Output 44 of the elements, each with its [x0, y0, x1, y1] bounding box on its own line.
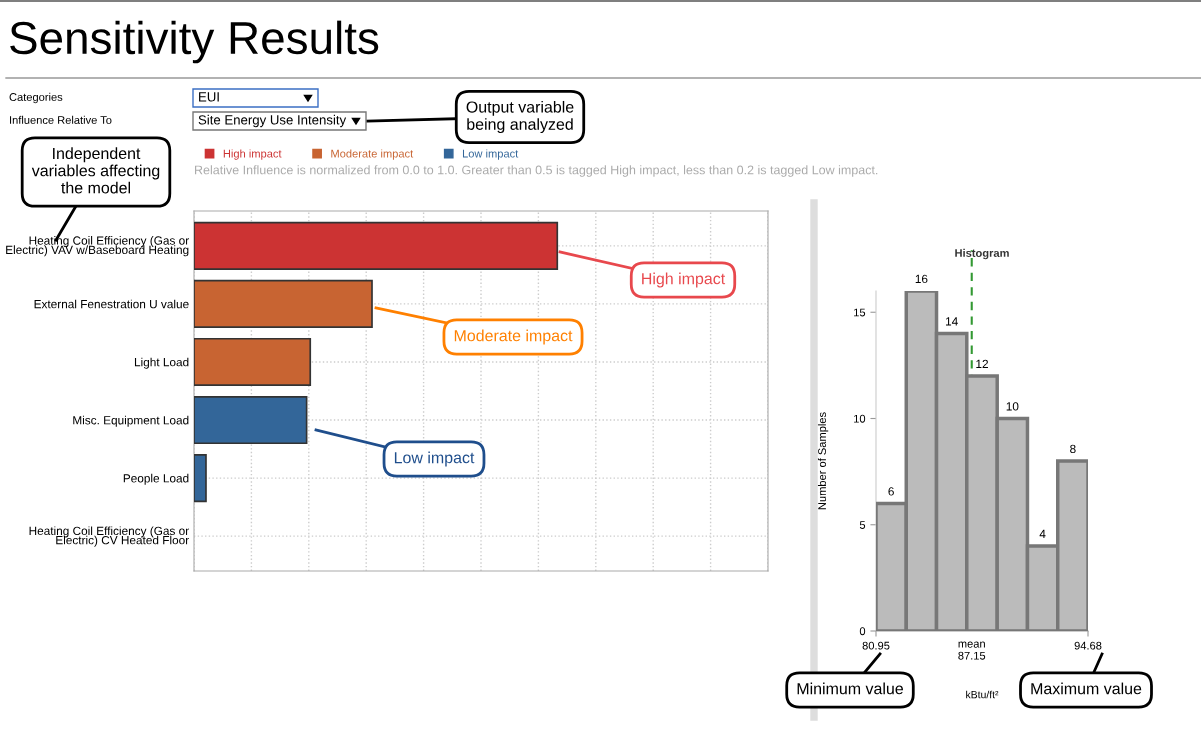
bar	[194, 395, 308, 445]
data-label: 12	[976, 359, 988, 368]
chart-subtitle: Relative Influence is normalized from 0.0 to 1.0. Greater than 0.5 is tagged High impact, less than 0.2 is tagged Low impact.	[195, 165, 878, 177]
y-tick-label: Misc. Equipment Load	[73, 415, 189, 427]
text: Categories	[9, 92, 63, 104]
y-tick-label: Light Load	[134, 357, 189, 369]
bar	[194, 337, 312, 387]
data-label: 14	[945, 317, 958, 326]
y-tick-label: Heating Coil Efficiency (Gas or Electric) CV Heated Floor	[29, 526, 189, 547]
text: Site Energy Use Intensity	[198, 114, 347, 128]
y-tick-label: 0	[859, 627, 866, 636]
y-tick-label: External Fenestration U value	[34, 299, 189, 309]
data-label: 4	[1039, 529, 1046, 538]
y-tick-label: 5	[859, 521, 866, 529]
legend-label: High impact	[223, 149, 282, 160]
bar	[194, 454, 207, 503]
y-tick-label: People Load	[123, 473, 189, 485]
data-label: 16	[915, 274, 928, 284]
ref-line-label: mean 87.15	[958, 641, 986, 660]
y-axis-title: Number of Samples	[817, 412, 829, 510]
chart-title: Histogram	[955, 248, 1009, 260]
bar	[194, 279, 373, 328]
bar	[194, 221, 559, 270]
y-tick-label: 15	[854, 308, 866, 317]
x-axis-title: kBtu/ft²	[966, 690, 999, 699]
data-label: 6	[888, 487, 894, 496]
text: EUI	[199, 92, 219, 102]
x-tick-label: 80.95	[862, 641, 890, 650]
chart-title: Sensitivity Results	[10, 20, 379, 64]
data-label: 10	[1006, 402, 1019, 411]
y-tick-label: Heating Coil Efficiency (Gas or Electric) VAV w/Baseboard Heating	[6, 236, 189, 257]
text: Maximum value	[1031, 682, 1142, 695]
text: High impact	[642, 272, 726, 288]
y-tick-label: 10	[854, 414, 866, 423]
annotation: Moderate impact	[454, 329, 573, 345]
x-tick-label: 94.68	[1074, 641, 1102, 650]
text: Minimum value	[797, 682, 903, 695]
data-label: 8	[1070, 444, 1076, 454]
legend-label: Moderate impact	[331, 149, 414, 160]
annotation: Low impact	[394, 451, 475, 467]
legend-label: Low impact	[462, 149, 519, 160]
text: Output variable being analyzed	[466, 100, 574, 134]
text: Independent variables affecting the model	[31, 147, 160, 194]
text: Influence Relative To	[10, 115, 112, 124]
